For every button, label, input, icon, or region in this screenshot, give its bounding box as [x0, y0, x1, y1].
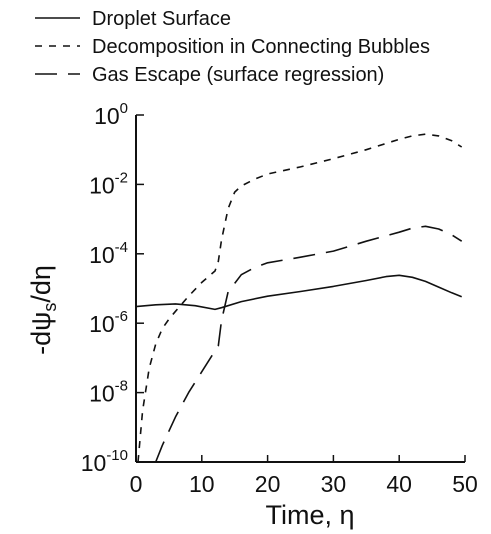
legend-label-2: Decomposition in Connecting Bubbles [92, 36, 430, 58]
y-tick-label: 10-2 [89, 169, 128, 198]
x-tick-label: 0 [130, 471, 143, 497]
axes: 0 10 20 30 40 50 10-10 10-8 10-6 10-4 10-2 100 [81, 100, 478, 497]
series-group [135, 133, 463, 463]
y-tick-label: 10-6 [89, 308, 128, 337]
series-line-3 [154, 225, 463, 463]
y-tick-label: 10-4 [89, 239, 128, 268]
y-tick-label: 10-8 [89, 378, 128, 407]
x-tick-label: 10 [189, 471, 215, 497]
x-axis-label: Time, η [265, 500, 354, 530]
legend: Droplet Surface Decomposition in Connecti… [35, 8, 430, 86]
x-tick-label: 40 [386, 471, 412, 497]
y-tick-label: 10-10 [81, 447, 128, 476]
series-line-2 [137, 133, 463, 463]
y-tick-label: 100 [94, 100, 128, 129]
x-tick-label: 30 [321, 471, 347, 497]
legend-label-3: Gas Escape (surface regression) [92, 64, 384, 86]
x-tick-label: 50 [452, 471, 478, 497]
legend-label-1: Droplet Surface [92, 8, 231, 30]
series-line-1 [135, 274, 462, 311]
x-tick-label: 20 [255, 471, 281, 497]
y-axis-label: -dψs/dη [26, 265, 60, 355]
